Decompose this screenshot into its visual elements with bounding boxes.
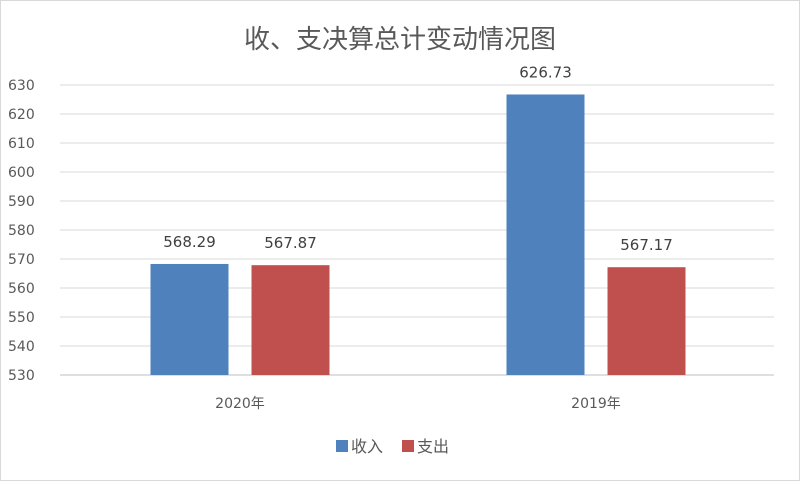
y-tick-label: 550 [8,310,35,326]
bar-支出-2019年 [607,267,686,375]
data-label: 567.87 [264,234,317,252]
legend-label: 收入 [351,437,383,456]
y-tick-label: 570 [8,252,35,268]
legend-swatch [336,440,348,452]
data-label: 567.17 [620,236,673,254]
bar-支出-2020年 [251,265,330,375]
legend-label: 支出 [417,437,449,456]
y-tick-label: 610 [8,136,35,152]
y-tick-label: 630 [8,78,35,94]
data-label: 568.29 [163,233,216,251]
x-tick-label: 2020年 [215,396,265,412]
y-tick-label: 600 [8,165,35,181]
y-tick-label: 540 [8,339,35,355]
legend-swatch [402,440,414,452]
chart-title: 收、支决算总计变动情况图 [244,25,556,55]
x-tick-label: 2019年 [571,396,621,412]
bar-收入-2019年 [506,94,585,375]
data-label: 626.73 [519,63,572,81]
y-tick-label: 560 [8,281,35,297]
bar-收入-2020年 [150,263,229,375]
y-tick-label: 580 [8,223,35,239]
y-tick-label: 620 [8,107,35,123]
y-tick-label: 590 [8,194,35,210]
y-tick-label: 530 [8,368,35,384]
